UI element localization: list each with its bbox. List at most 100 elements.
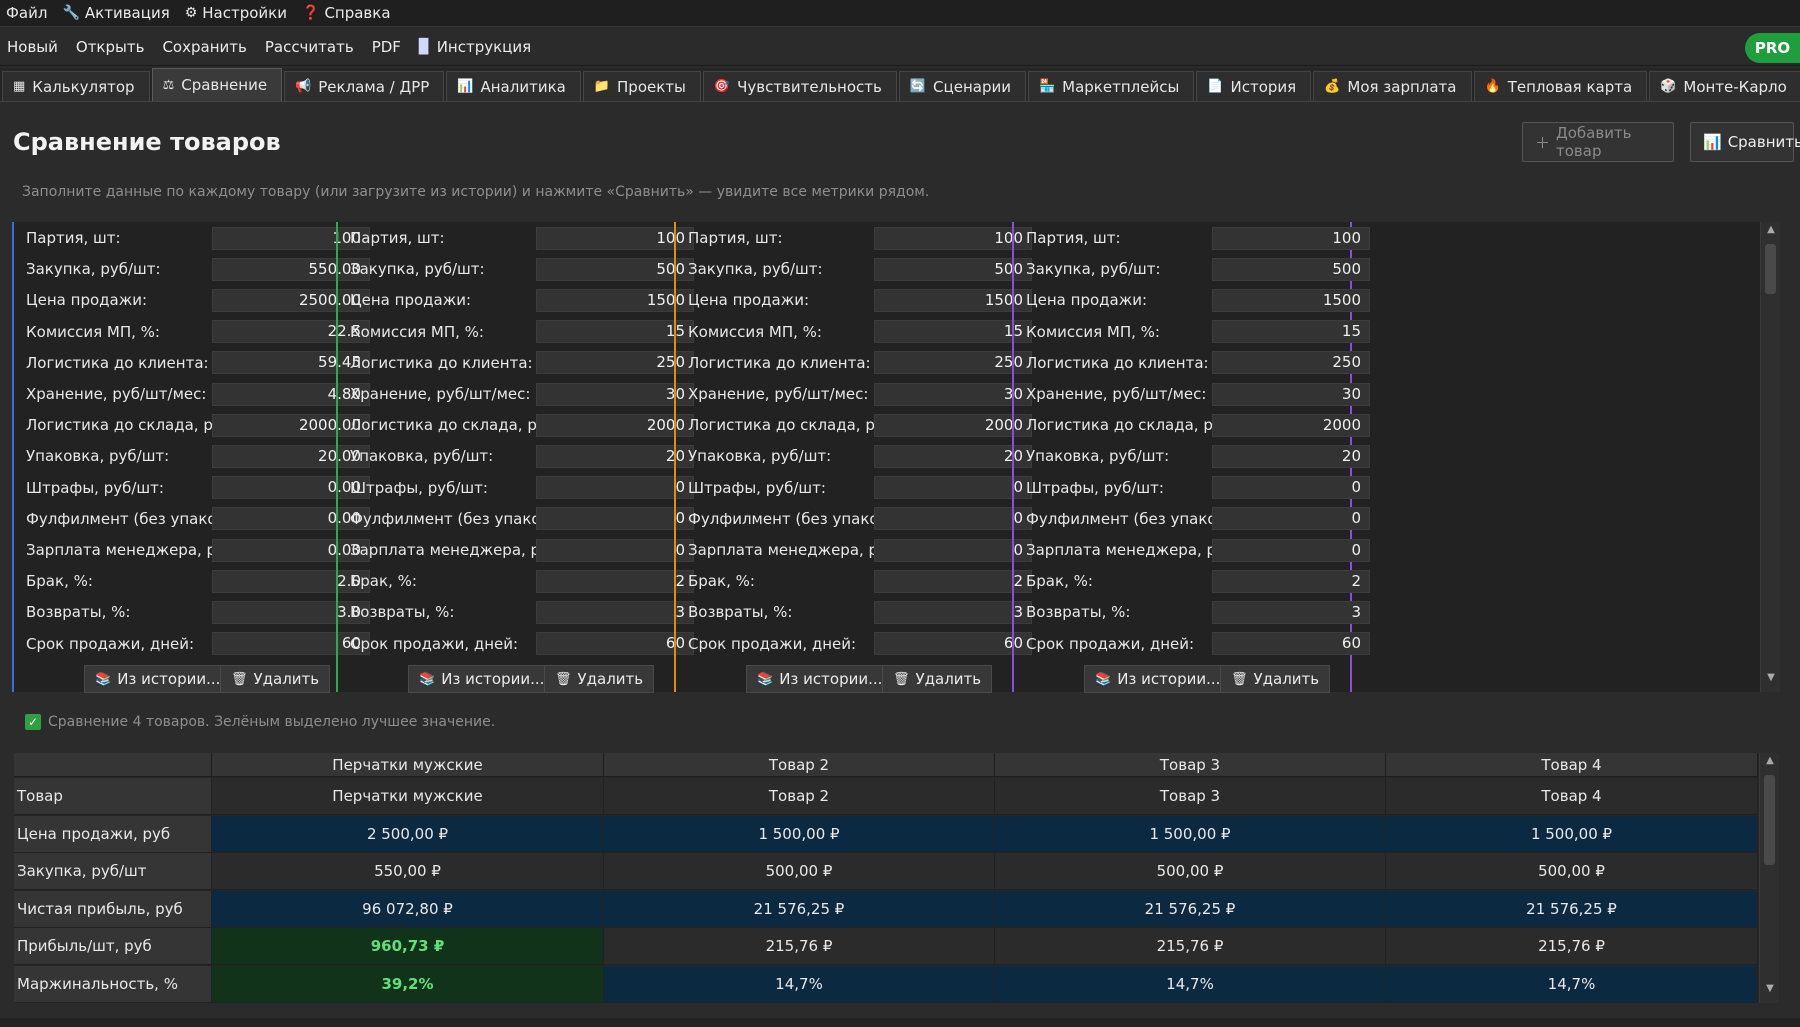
field-input[interactable]: 60 <box>212 632 370 656</box>
field-input[interactable]: 0 <box>536 507 694 531</box>
field-input[interactable]: 3.0 <box>212 600 370 624</box>
tab-2[interactable]: 📢 Реклама / ДРР <box>284 71 445 101</box>
scroll-down-icon[interactable]: ▼ <box>1766 983 1774 994</box>
field-input[interactable]: 500 <box>874 257 1032 281</box>
field-input[interactable]: 2 <box>1212 569 1370 593</box>
field-input[interactable]: 2000 <box>536 413 694 437</box>
field-input[interactable]: 550.00 <box>212 257 370 281</box>
field-input[interactable]: 0.00 <box>212 507 370 531</box>
field-input[interactable]: 2000 <box>874 413 1032 437</box>
toolbar-button-0[interactable]: Новый <box>7 37 58 56</box>
page-subtitle: Заполните данные по каждому товару (или … <box>22 184 930 200</box>
field-input[interactable]: 15 <box>874 320 1032 344</box>
field-input[interactable]: 15 <box>1212 320 1370 344</box>
delete-product-button[interactable]: 🗑 Удалить <box>544 665 655 693</box>
field-input[interactable]: 100 <box>536 226 694 250</box>
tab-0[interactable]: ▦ Калькулятор <box>2 71 150 101</box>
field-input[interactable]: 2000.00 <box>212 413 370 437</box>
tab-8[interactable]: 📄 История <box>1196 71 1312 101</box>
compare-button[interactable]: 📊 Сравнить <box>1690 122 1800 162</box>
field-input[interactable]: 0 <box>536 476 694 500</box>
field-input[interactable]: 2.0 <box>212 569 370 593</box>
tab-1[interactable]: ⚖ Сравнение <box>151 68 283 101</box>
field-input[interactable]: 0 <box>1212 538 1370 562</box>
field-input[interactable]: 30 <box>536 382 694 406</box>
row-label: Цена продажи, руб <box>14 815 212 853</box>
toolbar-button-4[interactable]: PDF <box>371 37 401 56</box>
field-input[interactable]: 3 <box>1212 600 1370 624</box>
tab-5[interactable]: 🎯 Чувствительность <box>702 71 897 101</box>
pro-badge[interactable]: PRO <box>1745 33 1800 63</box>
results-scrollbar[interactable]: ▲ ▼ <box>1759 753 1779 1003</box>
field-input[interactable]: 0 <box>536 538 694 562</box>
field-input[interactable]: 100 <box>874 226 1032 250</box>
delete-product-button[interactable]: 🗑 Удалить <box>882 665 993 693</box>
field-input[interactable]: 20 <box>1212 444 1370 468</box>
manual-button[interactable]: ▉ Инструкция <box>412 32 538 62</box>
field-input[interactable]: 3 <box>874 600 1032 624</box>
field-input[interactable]: 2 <box>536 569 694 593</box>
tab-4[interactable]: 📁 Проекты <box>582 71 701 101</box>
field-input[interactable]: 1500 <box>536 288 694 312</box>
tab-7[interactable]: 🏪 Маркетплейсы <box>1027 71 1195 101</box>
scroll-thumb[interactable] <box>1765 244 1776 294</box>
load-from-history-button[interactable]: 📚 Из истории... <box>746 665 894 693</box>
field-input[interactable]: 22.5 <box>212 320 370 344</box>
tab-11[interactable]: 🎲 Монте-Карло <box>1649 71 1800 101</box>
tab-3[interactable]: 📊 Аналитика <box>446 71 581 101</box>
field-input[interactable]: 60 <box>1212 632 1370 656</box>
menu-item-2[interactable]: ⚙ Настройки <box>179 0 296 27</box>
add-product-button[interactable]: ＋ Добавить товар <box>1522 122 1674 162</box>
field-input[interactable]: 20 <box>874 444 1032 468</box>
field-input[interactable]: 0 <box>874 538 1032 562</box>
toolbar-button-2[interactable]: Сохранить <box>162 37 247 56</box>
field-input[interactable]: 2 <box>874 569 1032 593</box>
field-input[interactable]: 30 <box>1212 382 1370 406</box>
field-input[interactable]: 100 <box>212 226 370 250</box>
panels-scrollbar[interactable]: ▲ ▼ <box>1760 222 1780 692</box>
field-input[interactable]: 3 <box>536 600 694 624</box>
field-input[interactable]: 500 <box>1212 257 1370 281</box>
field-input[interactable]: 1500 <box>1212 288 1370 312</box>
tab-10[interactable]: 🔥 Тепловая карта <box>1473 71 1648 101</box>
field-input[interactable]: 0 <box>874 507 1032 531</box>
delete-product-button[interactable]: 🗑 Удалить <box>220 665 331 693</box>
field-input[interactable]: 60 <box>874 632 1032 656</box>
tab-9[interactable]: 💰 Моя зарплата <box>1313 71 1472 101</box>
delete-product-button[interactable]: 🗑 Удалить <box>1220 665 1331 693</box>
menu-item-0[interactable]: Файл <box>0 0 56 27</box>
load-from-history-button[interactable]: 📚 Из истории... <box>84 665 232 693</box>
field-input[interactable]: 250 <box>874 351 1032 375</box>
field-input[interactable]: 0.00 <box>212 476 370 500</box>
field-input[interactable]: 500 <box>536 257 694 281</box>
field-input[interactable]: 20.00 <box>212 444 370 468</box>
field-input[interactable]: 250 <box>536 351 694 375</box>
scroll-up-icon[interactable]: ▲ <box>1767 224 1775 235</box>
menu-item-1[interactable]: 🔧 Активация <box>56 0 178 27</box>
field-input[interactable]: 20 <box>536 444 694 468</box>
scroll-up-icon[interactable]: ▲ <box>1766 755 1774 766</box>
toolbar-button-1[interactable]: Открыть <box>75 37 145 56</box>
field-input[interactable]: 60 <box>536 632 694 656</box>
field-input[interactable]: 0.00 <box>212 538 370 562</box>
load-from-history-button[interactable]: 📚 Из истории... <box>1084 665 1232 693</box>
scroll-down-icon[interactable]: ▼ <box>1767 672 1775 683</box>
load-from-history-button[interactable]: 📚 Из истории... <box>408 665 556 693</box>
field-input[interactable]: 15 <box>536 320 694 344</box>
field-input[interactable]: 0 <box>1212 507 1370 531</box>
toolbar-button-3[interactable]: Рассчитать <box>264 37 354 56</box>
field-input[interactable]: 0 <box>874 476 1032 500</box>
field-input[interactable]: 100 <box>1212 226 1370 250</box>
menu-item-3[interactable]: ❓ Справка <box>296 0 400 27</box>
field-row: Комиссия МП, %: 15 <box>350 320 710 344</box>
tab-6[interactable]: 🔄 Сценарии <box>898 71 1026 101</box>
field-input[interactable]: 1500 <box>874 288 1032 312</box>
field-input[interactable]: 250 <box>1212 351 1370 375</box>
field-input[interactable]: 4.80 <box>212 382 370 406</box>
scroll-thumb[interactable] <box>1764 775 1775 865</box>
field-input[interactable]: 2000 <box>1212 413 1370 437</box>
field-input[interactable]: 0 <box>1212 476 1370 500</box>
field-input[interactable]: 2500.00 <box>212 288 370 312</box>
field-input[interactable]: 59.45 <box>212 351 370 375</box>
field-input[interactable]: 30 <box>874 382 1032 406</box>
